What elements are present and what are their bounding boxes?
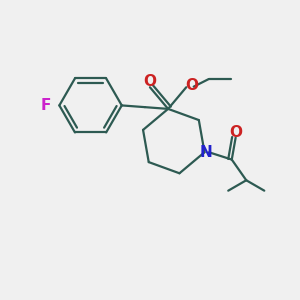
Text: N: N [200,145,212,160]
Text: O: O [229,125,242,140]
Text: O: O [185,78,198,93]
Text: O: O [143,74,157,89]
Text: F: F [40,98,51,113]
